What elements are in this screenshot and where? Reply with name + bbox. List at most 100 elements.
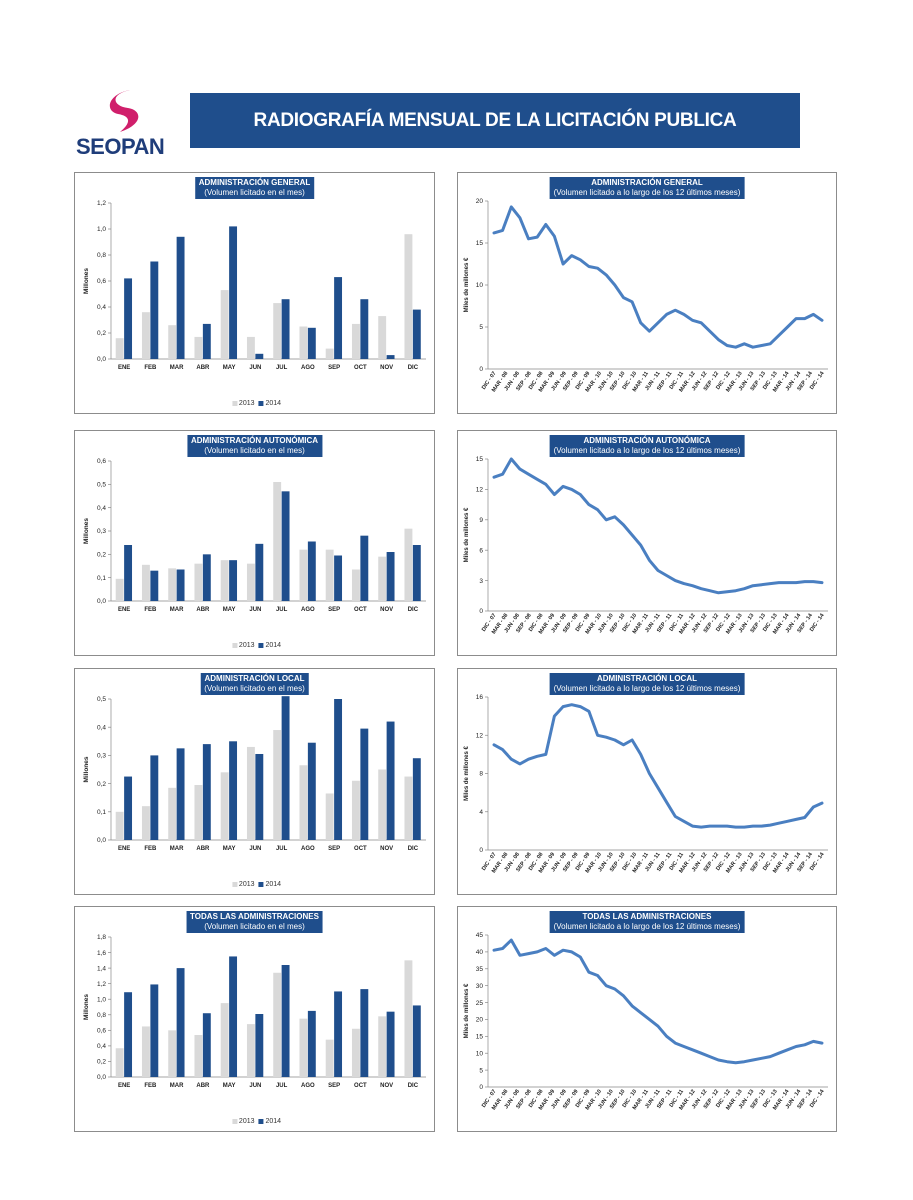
y-tick-label: 8 xyxy=(479,771,483,778)
bar-chart: 0,0 0,1 0,2 0,3 0,4 0,5 Millones ENE FEB MAR ABR MA… xyxy=(83,696,426,852)
bar-2013-feb xyxy=(141,1026,150,1077)
bar-2014-dic xyxy=(412,1005,421,1077)
x-tick-label: MAY xyxy=(223,365,236,371)
chart-subtitle: (Volumen licitado en el mes) xyxy=(204,446,305,455)
x-tick-label: ENE xyxy=(118,365,130,371)
chart-title-box: ADMINISTRACIÓN LOCAL (Volumen licitado en… xyxy=(200,673,309,695)
bar-2014-ene xyxy=(124,776,133,840)
series-line xyxy=(492,457,824,595)
bar-2013-may xyxy=(220,772,229,840)
bar-2013-abr xyxy=(194,336,203,359)
bar-2014-feb xyxy=(150,755,159,840)
y-tick-label: 0,3 xyxy=(97,528,106,535)
bar-2014-feb xyxy=(150,261,159,359)
bar-2013-ene xyxy=(115,338,124,359)
bar-2013-jun xyxy=(246,336,255,359)
series-line xyxy=(492,938,824,1065)
legend-label: 2013 xyxy=(238,400,255,407)
y-tick-label: 40 xyxy=(476,949,484,956)
series-line xyxy=(492,703,824,829)
y-tick-label: 0,2 xyxy=(97,1059,106,1066)
x-tick-label: JUL xyxy=(276,365,288,371)
bar-2014-ago xyxy=(307,1010,316,1077)
y-axis-label: Millones xyxy=(83,756,90,782)
bar-2013-dic xyxy=(404,776,413,840)
y-tick-label: 45 xyxy=(476,932,484,939)
bar-2014-mar xyxy=(176,748,185,840)
y-tick-label: 1,2 xyxy=(97,981,106,988)
chart-panel-local-monthly: 0,0 0,1 0,2 0,3 0,4 0,5 Millones ENE FEB MAR ABR MA… xyxy=(74,668,435,895)
y-axis-label: Miles de millones € xyxy=(464,983,470,1038)
bar-2013-jun xyxy=(246,746,255,840)
y-tick-label: 0,4 xyxy=(97,304,106,311)
chart-panel-todas-monthly: 0,0 0,2 0,4 0,6 0,8 1,0 1,2 1,4 1,6 1,8 Millones EN… xyxy=(74,906,435,1132)
bar-2014-abr xyxy=(202,323,211,359)
bar-2013-ene xyxy=(115,811,124,840)
y-tick-label: 0 xyxy=(479,847,483,854)
bar-2013-jul xyxy=(273,972,282,1077)
x-tick-label: MAR xyxy=(170,1083,184,1089)
bar-2013-jul xyxy=(273,730,282,840)
y-tick-label: 0 xyxy=(479,1084,483,1091)
bar-2014-abr xyxy=(202,554,211,601)
bar-2013-jun xyxy=(246,1024,255,1077)
x-tick-label: MAR xyxy=(170,607,184,613)
bar-2013-jul xyxy=(273,482,282,601)
y-tick-label: 0,1 xyxy=(97,809,106,816)
bar-2013-ago xyxy=(299,1018,308,1077)
y-tick-label: 10 xyxy=(476,282,484,289)
x-tick-label: ABR xyxy=(196,846,210,852)
bar-2013-dic xyxy=(404,960,413,1077)
y-tick-label: 4 xyxy=(479,809,483,816)
x-tick-label: MAR xyxy=(170,365,184,371)
bar-2014-jun xyxy=(255,1014,264,1077)
x-tick-label: ABR xyxy=(196,607,210,613)
x-tick-label: FEB xyxy=(144,846,157,852)
chart-title: ADMINISTRACIÓN GENERAL xyxy=(198,178,311,187)
y-tick-label: 1,0 xyxy=(97,996,106,1003)
x-tick-label: JUN xyxy=(249,607,261,613)
x-tick-label: OCT xyxy=(354,846,367,852)
chart-panel-autonomica-rolling: 0 3 6 9 12 15 Miles de millones € DIC - 07 MAR -… xyxy=(457,430,837,656)
bar-2013-mar xyxy=(168,1030,177,1077)
x-tick-label: ABR xyxy=(196,1083,210,1089)
bar-2014-may xyxy=(229,560,238,601)
y-tick-label: 0,4 xyxy=(97,724,106,731)
y-tick-label: 0,8 xyxy=(97,252,106,259)
y-tick-label: 10 xyxy=(476,1050,484,1057)
legend-swatch-2013 xyxy=(231,1118,237,1124)
bar-2013-abr xyxy=(194,563,203,601)
y-tick-label: 3 xyxy=(479,578,483,585)
x-tick-label: JUN xyxy=(249,365,261,371)
bar-2013-sep xyxy=(325,793,334,840)
y-axis-label: Miles de millones € xyxy=(464,507,470,562)
y-tick-label: 0,5 xyxy=(97,696,106,703)
y-tick-label: 15 xyxy=(476,240,484,247)
x-tick-label: MAR xyxy=(170,846,184,852)
chart-subtitle: (Volumen licitado a lo largo de los 12 ú… xyxy=(553,188,741,197)
bar-2013-nov xyxy=(378,316,387,359)
chart-title: ADMINISTRACIÓN AUTONÓMICA xyxy=(190,436,319,445)
bar-2014-oct xyxy=(360,989,369,1077)
y-tick-label: 0,6 xyxy=(97,278,106,285)
bar-2014-sep xyxy=(334,555,343,601)
y-tick-label: 0,1 xyxy=(97,575,106,582)
bar-2013-abr xyxy=(194,785,203,840)
bar-2013-mar xyxy=(168,325,177,359)
bar-chart: 0,0 0,2 0,4 0,6 0,8 1,0 1,2 1,4 1,6 1,8 Millones EN… xyxy=(83,934,426,1089)
x-tick-label: NOV xyxy=(380,1083,393,1089)
chart-subtitle: (Volumen licitado a lo largo de los 12 ú… xyxy=(553,684,741,693)
bar-2014-mar xyxy=(176,236,185,359)
bar-2013-feb xyxy=(141,312,150,359)
bar-2014-oct xyxy=(360,728,369,840)
legend-label: 2014 xyxy=(265,400,282,407)
chart-title-box: ADMINISTRACIÓN AUTONÓMICA (Volumen licita… xyxy=(186,435,323,457)
bar-2014-mar xyxy=(176,569,185,601)
y-axis-label: Millones xyxy=(83,268,90,294)
bar-2014-nov xyxy=(386,355,395,359)
logo-text: SEOPAN xyxy=(76,134,165,159)
y-tick-label: 12 xyxy=(476,732,484,739)
bar-2013-oct xyxy=(351,780,360,840)
bar-2013-ago xyxy=(299,765,308,840)
bar-2013-sep xyxy=(325,549,334,601)
